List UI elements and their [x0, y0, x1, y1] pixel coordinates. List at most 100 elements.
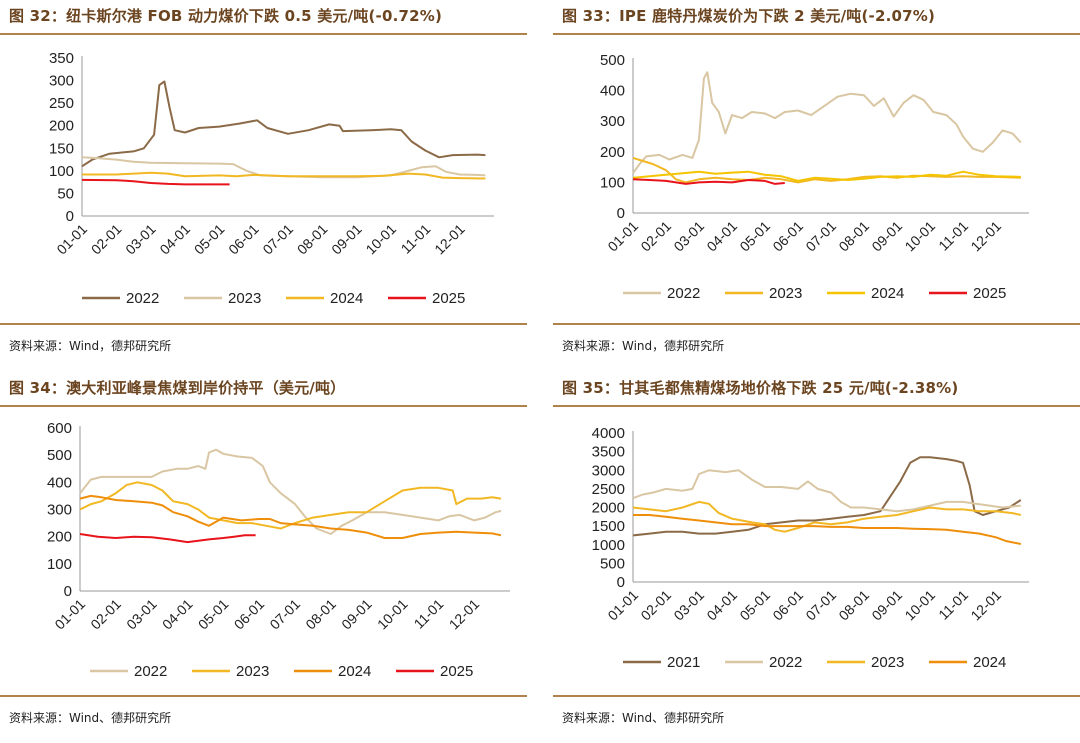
y-tick-label: 50	[57, 185, 74, 202]
legend: 2022 2023 2024 2025	[623, 285, 1006, 302]
chart-title: 图 33：IPE 鹿特丹煤炭价为下跌 2 美元/吨(-2.07%)	[562, 7, 936, 25]
legend: 2022 2023 2024 2025	[82, 290, 465, 307]
series-line-2023	[632, 156, 1021, 184]
series-line-2024	[79, 494, 502, 539]
y-tick-label: 200	[47, 529, 72, 546]
x-tick-label: 08-01	[302, 596, 339, 633]
legend-label: 2022	[769, 654, 802, 671]
y-tick-label: 400	[600, 83, 625, 100]
legend-label: 2024	[871, 285, 904, 302]
x-tick-label: 06-01	[769, 218, 806, 255]
y-tick-label: 0	[66, 208, 74, 225]
x-tick-label: 03-01	[123, 596, 160, 633]
legend-label: 2023	[769, 285, 802, 302]
x-tick-label: 08-01	[835, 218, 872, 255]
series-line-2024	[632, 170, 1021, 182]
chart-panel-35: 图 35：甘其毛都焦精煤场地价格下跌 25 元/吨(-2.38%) 0 500 10…	[553, 372, 1080, 743]
legend: 2021 2022 2023 2024	[623, 654, 1006, 671]
x-tick-label: 07-01	[802, 587, 839, 624]
x-tick-label: 11-01	[411, 596, 447, 632]
y-tick-label: 0	[617, 574, 625, 591]
x-tick-label: 10-01	[901, 587, 938, 624]
y-tick-label: 400	[47, 474, 72, 491]
x-tick-label: 01-01	[51, 596, 88, 633]
y-tick-label: 0	[617, 205, 625, 222]
chart-title: 图 34：澳大利亚峰景焦煤到岸价持平（美元/吨）	[9, 379, 346, 397]
series-line-2025	[81, 178, 230, 186]
x-tick-label: 06-01	[231, 596, 268, 633]
y-tick-label: 1500	[592, 518, 625, 535]
legend-label: 2024	[330, 290, 363, 307]
x-tick-label: 03-01	[122, 221, 159, 258]
x-tick-label: 09-01	[868, 218, 905, 255]
x-tick-label: 10-01	[362, 221, 399, 258]
chart-panel-32: 图 32：纽卡斯尔港 FOB 动力煤价下跌 0.5 美元/吨(-0.72%) 0…	[0, 0, 527, 371]
y-tick-label: 100	[49, 163, 74, 180]
y-tick-label: 500	[600, 555, 625, 572]
x-tick-label: 02-01	[87, 596, 124, 633]
y-tick-label: 0	[64, 583, 72, 600]
y-tick-label: 600	[47, 420, 72, 437]
bottom-rule	[0, 323, 527, 325]
series-line-2022	[632, 71, 1022, 174]
legend-label: 2023	[871, 654, 904, 671]
x-tick-label: 05-01	[191, 221, 228, 258]
y-tick-label: 4000	[592, 425, 625, 442]
x-tick-label: 11-01	[935, 587, 971, 623]
y-tick-label: 1000	[592, 537, 625, 554]
y-tick-label: 100	[47, 556, 72, 573]
series-line-2025	[79, 533, 256, 544]
x-tick-label: 05-01	[736, 587, 773, 624]
source-note: 资料来源：Wind、德邦研究所	[562, 711, 725, 725]
line-chart-ipe-rotterdam: 0 100 200 300 400 500 01-0102-0103-0104-0105-0…	[600, 52, 1029, 302]
x-tick-label: 03-01	[670, 587, 707, 624]
top-rule	[0, 405, 527, 407]
x-tick-label: 12-01	[431, 221, 468, 258]
y-tick-label: 500	[600, 52, 625, 69]
x-tick-label: 08-01	[835, 587, 872, 624]
series-line-2024	[82, 171, 486, 180]
chart-title: 图 32：纽卡斯尔港 FOB 动力煤价下跌 0.5 美元/吨(-0.72%)	[9, 7, 443, 25]
x-tick-label: 06-01	[225, 221, 262, 258]
legend-label: 2025	[973, 285, 1006, 302]
x-tick-label: 04-01	[703, 587, 740, 624]
x-tick-label: 04-01	[156, 221, 193, 258]
source-note: 资料来源：Wind，德邦研究所	[562, 339, 725, 353]
legend-label: 2023	[228, 290, 261, 307]
y-tick-label: 150	[49, 140, 74, 157]
y-tick-label: 3000	[592, 462, 625, 479]
x-tick-label: 01-01	[604, 218, 641, 255]
x-tick-label: 03-01	[670, 218, 707, 255]
x-tick-label: 12-01	[967, 587, 1004, 624]
y-tick-label: 2000	[592, 500, 625, 517]
y-tick-label: 250	[49, 95, 74, 112]
series-line-2022	[632, 469, 1021, 513]
x-tick-label: 12-01	[446, 596, 483, 633]
series-line-2022	[81, 80, 486, 168]
x-tick-label: 09-01	[338, 596, 375, 633]
x-tick-label: 08-01	[294, 221, 331, 258]
bottom-rule	[553, 323, 1080, 325]
legend: 2022 2023 2024 2025	[90, 663, 473, 680]
x-tick-label: 04-01	[703, 218, 740, 255]
x-tick-label: 05-01	[736, 218, 773, 255]
legend-label: 2021	[667, 654, 700, 671]
legend-label: 2023	[236, 663, 269, 680]
series-line-2022	[79, 448, 502, 535]
bottom-rule	[0, 695, 527, 697]
line-chart-newcastle-fob: 0 50 100 150 200 250 300 350 01-0102-0103-0104-0…	[49, 50, 494, 307]
y-tick-label: 200	[600, 144, 625, 161]
bottom-rule	[553, 695, 1080, 697]
x-tick-label: 02-01	[637, 218, 674, 255]
y-tick-label: 300	[47, 502, 72, 519]
top-rule	[0, 33, 527, 35]
x-tick-label: 07-01	[259, 221, 296, 258]
x-tick-label: 11-01	[935, 218, 971, 254]
series-line-2021	[632, 456, 1022, 537]
x-tick-label: 01-01	[604, 587, 641, 624]
legend-label: 2022	[126, 290, 159, 307]
y-tick-label: 2500	[592, 481, 625, 498]
x-tick-label: 07-01	[266, 596, 303, 633]
